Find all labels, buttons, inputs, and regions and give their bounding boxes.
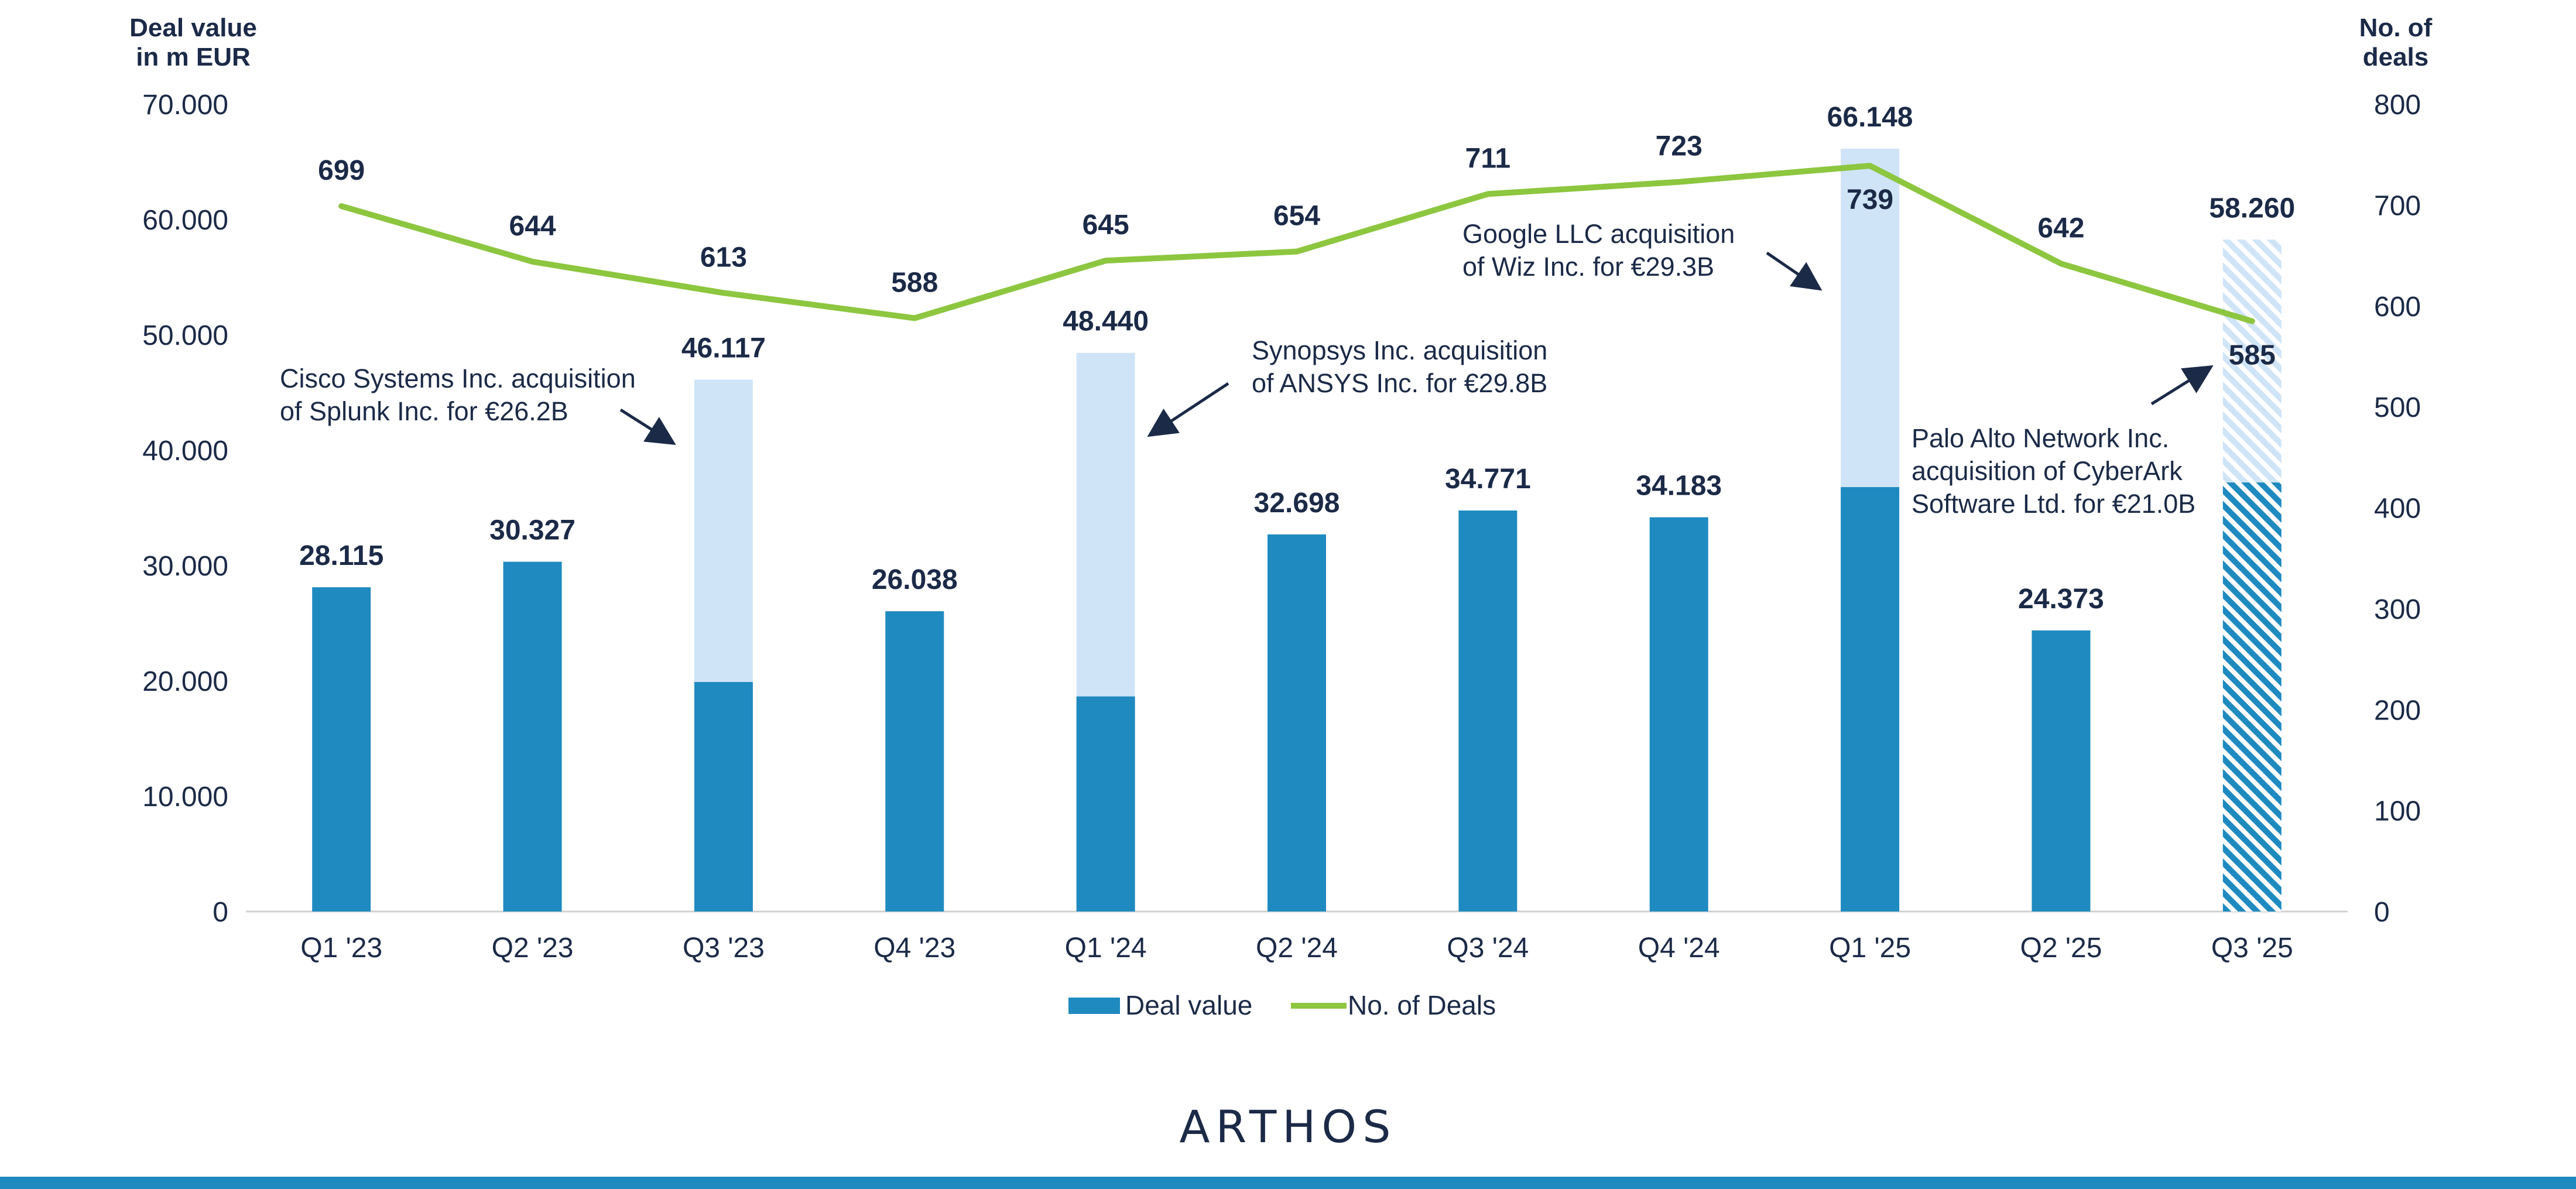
legend-label-deal-value: Deal value	[1125, 990, 1252, 1020]
x-tick-label: Q2 '23	[492, 933, 574, 964]
bar-value-label: 34.771	[1445, 464, 1531, 495]
right-axis-title-line-1: No. of	[2359, 13, 2433, 42]
x-tick-label: Q2 '24	[1256, 933, 1338, 964]
bar-deal-value	[1841, 487, 1900, 912]
right-tick-label: 100	[2374, 796, 2421, 827]
annotation-text: of Wiz Inc. for €29.3B	[1462, 252, 1714, 282]
line-value-label: 645	[1083, 210, 1129, 241]
bar-value-label: 66.148	[1827, 102, 1913, 133]
bar-deal-value	[1268, 534, 1326, 912]
deal-chart: Deal value in m EUR No. of deals 0 10.000…	[129, 13, 2433, 1020]
bar-value-label: 32.698	[1254, 488, 1340, 519]
left-axis-title-line-2: in m EUR	[136, 43, 251, 71]
line-value-label: 739	[1847, 184, 1893, 215]
x-tick-label: Q2 '25	[2020, 933, 2102, 964]
line-value-label: 711	[1465, 143, 1510, 174]
annotations: Cisco Systems Inc. acquisition of Splunk …	[280, 219, 2214, 519]
annotation-text: Cisco Systems Inc. acquisition	[280, 364, 636, 393]
right-tick-label: 800	[2374, 90, 2421, 121]
bar-deal-value	[1649, 517, 1708, 912]
bar-value-label: 34.183	[1636, 471, 1722, 502]
bar-segment-deal-value-mega-deal	[694, 379, 753, 682]
deal-value-labels: 28.115 30.327 46.117 26.038 48.440 32.698 34.7…	[299, 102, 2295, 615]
brand-logo: ARTHOS	[1179, 1101, 1397, 1153]
bar-value-label: 24.373	[2018, 584, 2104, 615]
right-tick-label: 700	[2374, 190, 2421, 221]
line-value-label: 699	[318, 155, 365, 186]
bar-deal-value	[2032, 630, 2091, 912]
line-value-label: 644	[509, 211, 556, 242]
line-value-label: 723	[1656, 131, 1703, 162]
legend: Deal value No. of Deals	[1068, 990, 1496, 1020]
annotation-text: Google LLC acquisition	[1462, 219, 1735, 249]
right-tick-label: 400	[2374, 494, 2421, 525]
left-axis: 0 10.000 20.000 30.000 40.000 50.000 60.000 70.…	[142, 90, 228, 928]
bar-deal-value	[2222, 482, 2282, 912]
x-tick-label: Q3 '24	[1447, 933, 1529, 964]
deal-count-labels: 699 644 613 588 645 654 711 723 739 642 585	[318, 131, 2276, 371]
bar-deal-value	[1458, 510, 1517, 912]
annotation-arrow	[1147, 382, 1229, 437]
annotation-arrow	[1766, 251, 1823, 291]
bar-value-label: 26.038	[872, 564, 958, 595]
deal-count-series	[338, 163, 2255, 324]
bar-value-label: 46.117	[681, 333, 766, 364]
left-tick-label: 50.000	[142, 320, 228, 351]
x-tick-label: Q3 '25	[2211, 933, 2293, 964]
right-tick-label: 0	[2374, 897, 2390, 928]
bar-value-label: 30.327	[489, 515, 576, 546]
left-tick-label: 40.000	[142, 436, 228, 467]
bar-value-label: 48.440	[1063, 306, 1149, 337]
annotation-text: Synopsys Inc. acquisition	[1252, 335, 1547, 365]
x-tick-label: Q1 '23	[300, 933, 382, 964]
deal-value-series	[312, 148, 2282, 912]
bar-segment-deal-value-mega-deal	[1841, 148, 1900, 488]
left-tick-label: 60.000	[142, 205, 228, 236]
bar-deal-value	[694, 681, 753, 912]
line-value-label: 613	[700, 242, 747, 273]
annotation-text: of ANSYS Inc. for €29.8B	[1252, 368, 1547, 398]
left-tick-label: 30.000	[142, 551, 228, 582]
annotation-arrow	[2150, 365, 2214, 406]
bar-value-label: 28.115	[299, 540, 383, 571]
legend-label-deal-count: No. of Deals	[1348, 990, 1496, 1020]
right-tick-label: 600	[2374, 292, 2421, 323]
bar-deal-value	[312, 587, 371, 912]
bar-deal-value	[1076, 696, 1135, 912]
x-tick-label: Q4 '24	[1638, 933, 1720, 964]
bar-deal-value	[503, 561, 562, 912]
annotation-text: of Splunk Inc. for €26.2B	[280, 396, 568, 426]
line-value-label: 642	[2037, 213, 2084, 244]
annotation-text: Palo Alto Network Inc.	[1912, 423, 2169, 453]
left-tick-label: 70.000	[142, 90, 228, 121]
line-value-label: 585	[2229, 340, 2276, 371]
x-tick-label: Q4 '23	[873, 933, 955, 964]
left-tick-label: 10.000	[142, 782, 228, 813]
x-tick-label: Q3 '23	[683, 933, 765, 964]
bottom-accent-bar	[0, 1177, 2576, 1189]
right-tick-label: 500	[2374, 392, 2421, 423]
annotation-text: Software Ltd. for €21.0B	[1912, 489, 2195, 519]
bar-segment-deal-value-mega-deal	[1076, 352, 1135, 697]
bar-deal-value	[885, 611, 944, 912]
bar-value-label: 58.260	[2209, 193, 2295, 224]
line-deal-count	[338, 163, 2255, 324]
left-tick-label: 20.000	[142, 666, 228, 697]
bar-segment-deal-value-mega-deal	[2222, 239, 2282, 483]
annotation-text: acquisition of CyberArk	[1912, 456, 2183, 486]
line-value-label: 588	[891, 267, 938, 298]
right-tick-label: 200	[2374, 695, 2421, 726]
left-tick-label: 0	[213, 897, 228, 928]
right-axis-title-line-2: deals	[2363, 43, 2429, 71]
left-axis-title-line-1: Deal value	[129, 13, 257, 42]
right-axis: 0 100 200 300 400 500 600 700 800	[2374, 90, 2421, 928]
x-tick-label: Q1 '24	[1065, 933, 1147, 964]
annotation-arrow	[619, 408, 676, 446]
x-axis: Q1 '23 Q2 '23 Q3 '23 Q4 '23 Q1 '24 Q2 '24 Q3 '…	[300, 933, 2293, 964]
right-tick-label: 300	[2374, 594, 2421, 625]
x-tick-label: Q1 '25	[1829, 933, 1911, 964]
legend-swatch-deal-value	[1068, 998, 1120, 1014]
line-value-label: 654	[1273, 201, 1320, 232]
